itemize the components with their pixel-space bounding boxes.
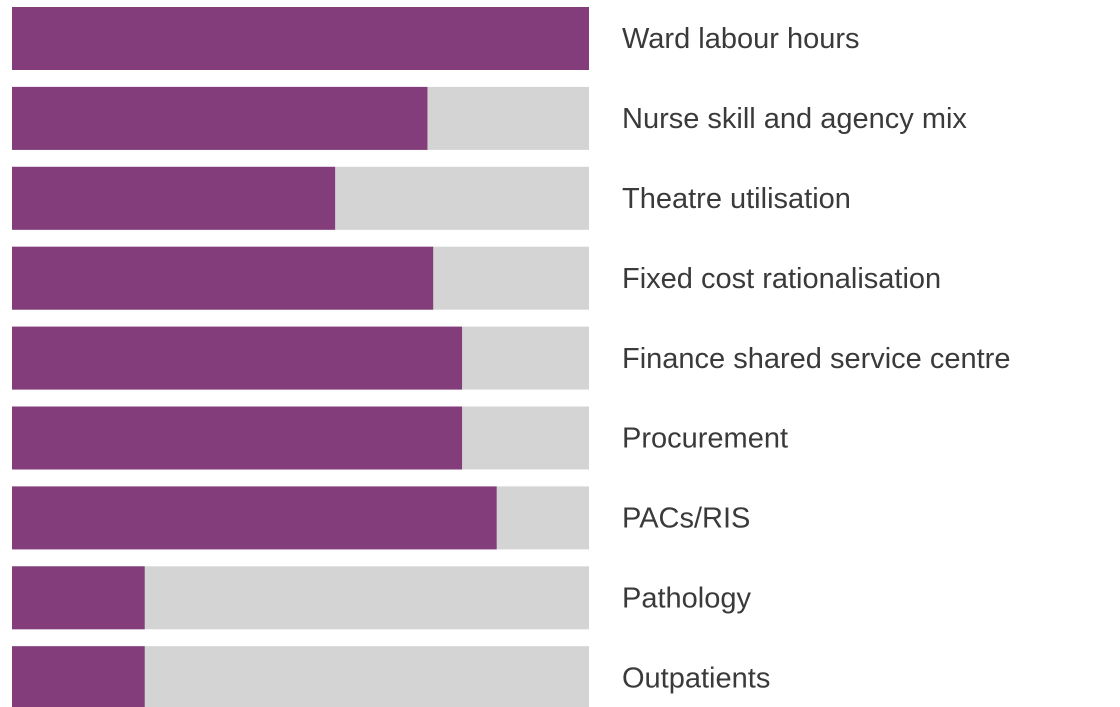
category-label: Theatre utilisation <box>622 183 851 215</box>
bar <box>12 566 145 630</box>
bar <box>12 486 497 550</box>
category-label: Outpatients <box>622 662 770 694</box>
category-label: Ward labour hours <box>622 23 859 55</box>
bar <box>12 326 463 390</box>
bar <box>12 166 336 230</box>
category-label: Procurement <box>622 423 788 455</box>
category-label: Finance shared service centre <box>622 343 1010 375</box>
bar <box>12 246 434 310</box>
bar <box>12 406 463 470</box>
category-label: Pathology <box>622 582 751 614</box>
category-label: Fixed cost rationalisation <box>622 263 941 295</box>
bar <box>12 7 589 70</box>
category-label: Nurse skill and agency mix <box>622 103 967 135</box>
bar <box>12 646 145 707</box>
category-label: PACs/RIS <box>622 503 750 535</box>
bar <box>12 86 428 150</box>
